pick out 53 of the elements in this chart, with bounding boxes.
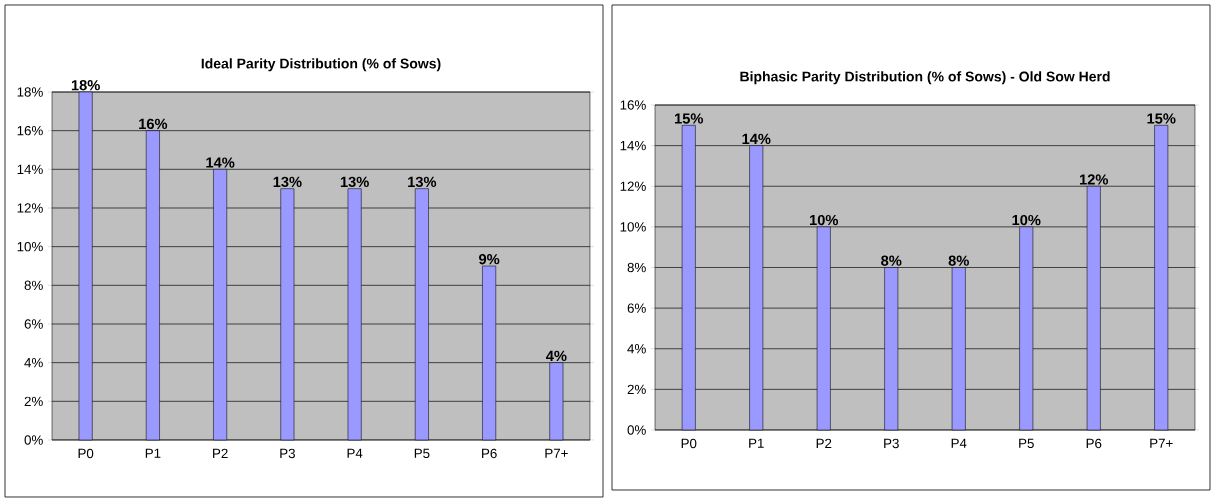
y-tick-label: 0%	[24, 435, 43, 445]
x-tick-label: P4	[347, 448, 363, 458]
y-tick-label: 0%	[627, 425, 646, 435]
data-label: 10%	[1012, 214, 1041, 226]
data-label: 15%	[1147, 113, 1176, 124]
data-label: 4%	[546, 350, 567, 362]
data-label: 16%	[139, 118, 168, 130]
y-tick-label: 12%	[17, 203, 43, 213]
y-tick-label: 12%	[620, 181, 646, 191]
y-tick-label: 6%	[24, 319, 43, 329]
x-tick-label: P6	[1086, 438, 1102, 449]
data-label: 9%	[479, 254, 500, 265]
y-tick-label: 10%	[620, 222, 646, 232]
x-tick-label: P2	[816, 438, 832, 449]
x-tick-label: P1	[749, 438, 764, 448]
y-tick-label: 6%	[627, 303, 646, 313]
y-tick-label: 2%	[627, 384, 646, 395]
y-tick-label: 14%	[620, 140, 646, 151]
x-tick-label: P5	[1019, 438, 1034, 448]
x-tick-label: P1	[145, 448, 161, 458]
y-tick-label: 8%	[24, 280, 43, 291]
x-tick-label: P0	[681, 438, 697, 449]
data-label: 8%	[948, 255, 969, 266]
data-label: 13%	[408, 176, 437, 188]
y-tick-label: 4%	[24, 357, 43, 368]
y-tick-label: 2%	[24, 396, 43, 407]
y-tick-label: 10%	[17, 241, 43, 252]
y-tick-label: 8%	[627, 262, 646, 273]
chart-title: Biphasic Parity Distribution (% of Sows) - Old Sow Herd	[740, 71, 1110, 85]
data-label: 14%	[206, 157, 235, 168]
x-tick-label: P4	[951, 438, 967, 448]
y-tick-label: 14%	[17, 164, 43, 174]
x-tick-label: P6	[482, 448, 497, 459]
chart-title: Ideal Parity Distribution (% of Sows)	[201, 58, 441, 72]
data-label: 18%	[71, 80, 100, 91]
x-tick-label: P0	[78, 448, 94, 459]
y-tick-label: 16%	[620, 100, 646, 110]
x-tick-label: P3	[884, 438, 899, 449]
y-tick-label: 16%	[17, 125, 43, 136]
y-tick-label: 4%	[627, 344, 646, 354]
data-label: 8%	[881, 255, 902, 266]
data-label: 13%	[340, 176, 369, 188]
x-tick-label: P5	[414, 448, 430, 458]
x-tick-label: P3	[280, 448, 295, 459]
data-label: 14%	[742, 133, 771, 144]
x-tick-label: P7+	[1150, 438, 1173, 448]
x-tick-label: P2	[213, 448, 228, 459]
data-label: 12%	[1079, 174, 1109, 185]
data-label: 10%	[809, 214, 839, 226]
x-tick-label: P7+	[545, 448, 568, 458]
data-label: 13%	[273, 176, 302, 188]
y-tick-label: 18%	[17, 87, 43, 97]
data-label: 15%	[675, 113, 704, 124]
